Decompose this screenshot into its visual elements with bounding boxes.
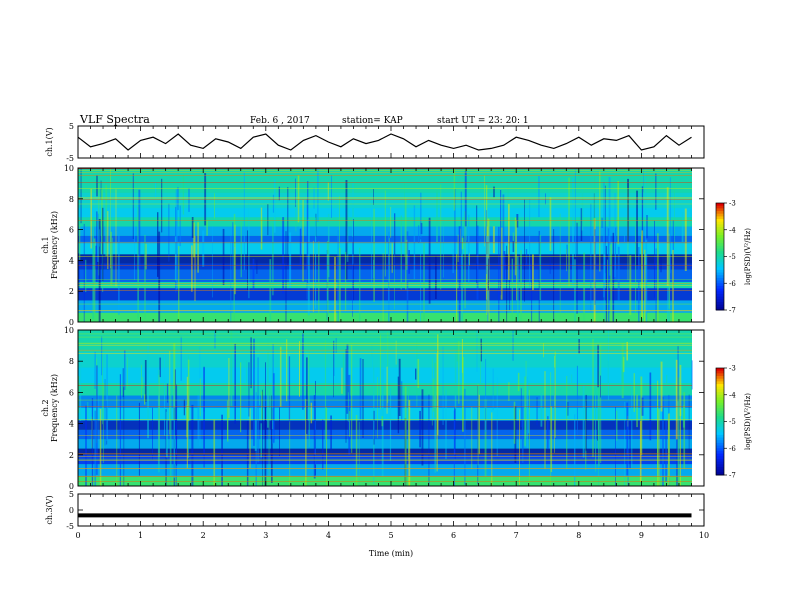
y-tick-label: 8 <box>69 195 74 204</box>
y-axis-label: ch.1 <box>41 236 50 253</box>
spectrogram-band <box>78 420 692 430</box>
colorbar-label: log(PSD)(V²/Hz) <box>744 393 752 450</box>
spectrogram-band <box>78 439 692 449</box>
colorbar-tick-label: -4 <box>729 391 736 399</box>
y-tick-label: 10 <box>64 326 74 335</box>
y-tick-label: 5 <box>69 122 74 131</box>
x-axis-label: Time (min) <box>369 549 413 558</box>
waveform-trace <box>77 133 692 151</box>
spectrogram-band <box>78 408 692 421</box>
colorbar-tick-label: -6 <box>729 280 736 288</box>
y-axis-label: ch.1(V) <box>45 127 54 156</box>
spectrogram-band <box>78 330 692 352</box>
y-tick-label: 4 <box>69 420 74 429</box>
date-label: Feb. 6 , 2017 <box>250 116 310 126</box>
colorbar-label: log(PSD)(V²/Hz) <box>744 228 752 285</box>
spectrogram-texture <box>78 330 693 486</box>
y-tick-label: 2 <box>69 287 74 296</box>
ch1-spectrogram-panel: 0 2 4 6 8 10 ch.1 Frequency (kHz) <box>41 164 705 327</box>
y-axis-label: Frequency (kHz) <box>50 374 59 442</box>
spectrogram-band <box>78 476 692 486</box>
colorbar-tick-label: -5 <box>729 418 736 426</box>
y-tick-label: 4 <box>69 256 74 265</box>
colorbar-tick-label: -4 <box>729 226 736 234</box>
x-tick-label: 8 <box>576 531 581 540</box>
y-tick-label: 2 <box>69 451 74 460</box>
y-tick-label: 0 <box>69 318 74 327</box>
x-tick-label: 7 <box>514 531 519 540</box>
start-time-label: start UT = 23: 20: 1 <box>437 116 529 126</box>
time-axis: 0 1 2 3 4 5 6 7 8 9 10 Time (min) <box>75 531 709 558</box>
y-axis-label: ch.2 <box>41 399 50 416</box>
x-tick-label: 1 <box>138 531 143 540</box>
ch2-colorbar: -3 -4 -5 -6 -7 log(PSD)(V²/Hz) <box>715 365 752 480</box>
y-tick-label: 8 <box>69 357 74 366</box>
x-tick-label: 10 <box>699 531 709 540</box>
y-tick-label: 5 <box>69 490 74 499</box>
spectrogram-band <box>78 312 692 322</box>
figure-title: VLF Spectra <box>79 113 150 126</box>
x-tick-label: 3 <box>263 531 268 540</box>
station-label: station= KAP <box>342 116 403 126</box>
x-tick-label: 5 <box>388 531 393 540</box>
spectrogram-band <box>78 429 692 440</box>
y-tick-label: 6 <box>69 226 74 235</box>
colorbar-tick-label: -5 <box>729 253 736 261</box>
y-tick-label: -5 <box>66 522 74 531</box>
colorbar-tick-label: -7 <box>729 472 736 480</box>
y-tick-label: 0 <box>69 482 74 491</box>
ch1-waveform-panel: 5 -5 ch.1(V) <box>45 122 705 163</box>
spectrogram-band <box>78 464 692 477</box>
y-axis-label: Frequency (kHz) <box>50 211 59 279</box>
spectrogram-band <box>78 448 692 455</box>
colorbar-tick-label: -3 <box>729 200 736 208</box>
x-tick-label: 0 <box>75 531 80 540</box>
x-tick-label: 2 <box>201 531 206 540</box>
x-tick-label: 4 <box>326 531 331 540</box>
y-tick-label: -5 <box>66 154 74 163</box>
colorbar-tick-label: -7 <box>729 307 736 315</box>
y-tick-label: 10 <box>64 164 74 173</box>
ch2-spectrogram-panel: 0 2 4 6 8 10 ch.2 Frequency (kHz) <box>41 326 705 491</box>
y-tick-label: 0 <box>69 506 74 515</box>
ch3-waveform-panel: 5 0 -5 ch.3(V) <box>45 490 705 531</box>
spectrogram-band <box>78 288 692 301</box>
spectrogram-band <box>78 300 692 313</box>
ch1-colorbar: -3 -4 -5 -6 -7 log(PSD)(V²/Hz) <box>715 200 752 315</box>
colorbar-tick-label: -3 <box>729 365 736 373</box>
colorbar-tick-label: -6 <box>729 445 736 453</box>
y-axis-label: ch.3(V) <box>45 495 54 524</box>
y-tick-label: 6 <box>69 388 74 397</box>
x-tick-label: 6 <box>451 531 456 540</box>
x-tick-label: 9 <box>639 531 644 540</box>
